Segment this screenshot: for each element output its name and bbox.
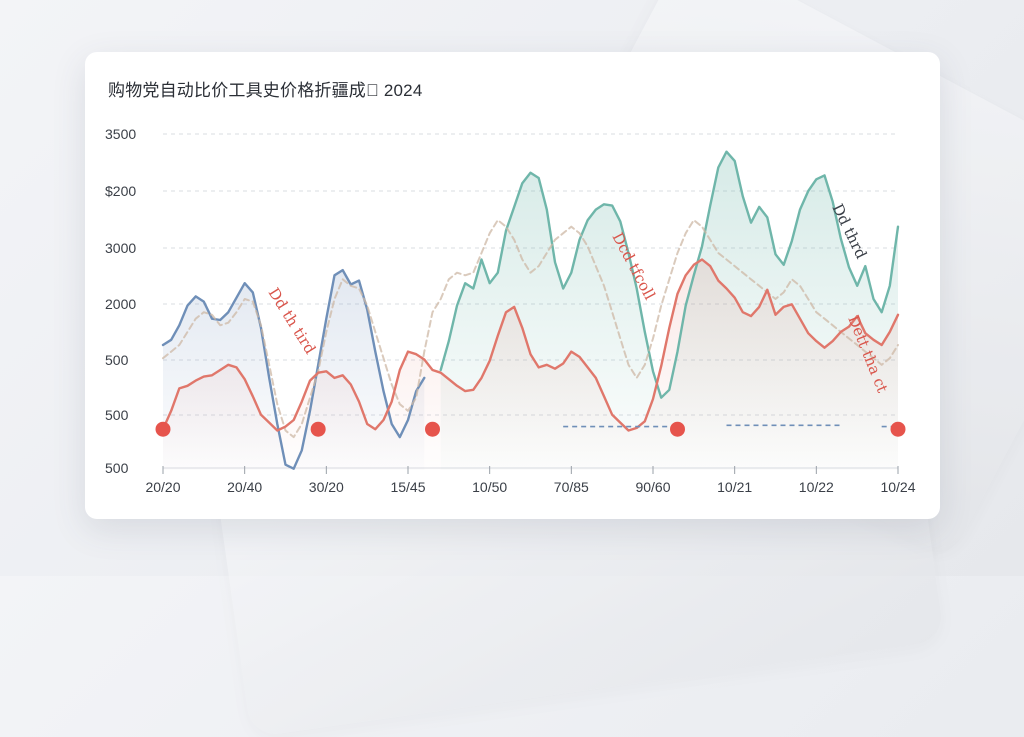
y-tick-label: 2000 [105,296,136,312]
x-tick-label: 70/85 [554,479,589,495]
y-tick-label: 500 [105,460,129,476]
x-tick-label: 10/22 [799,479,834,495]
series-lines [161,150,900,470]
series-line-teal [439,150,900,399]
y-tick-label: $200 [105,183,136,199]
x-axis-ticks: 20/20 20/40 30/20 15/45 10/50 70/85 90/60 10/21… [145,466,916,495]
series-areas [163,151,898,470]
low-point-markers [155,421,906,437]
x-tick-label: 10/50 [472,479,507,495]
y-axis-ticks: 3500 $200 3000 2000 500 500 500 [105,126,136,476]
x-tick-label: 90/60 [635,479,670,495]
low-point-marker [890,421,906,437]
x-tick-label: 20/40 [227,479,262,495]
low-point-marker [425,421,440,437]
series-area-red [163,259,898,470]
low-point-marker [155,421,171,437]
series-line-beige [162,219,899,439]
y-tick-label: 500 [105,352,129,368]
chart-title: 购物党自动比价工具史价格折疆成  2024 [108,81,423,100]
x-tick-label: 10/21 [717,479,752,495]
y-tick-label: 500 [105,407,129,423]
x-tick-label: 10/24 [880,479,915,495]
y-tick-label: 3000 [105,240,136,256]
series-line-red [161,258,900,432]
annotation-label: Dd th tird [265,285,320,358]
x-tick-label: 20/20 [145,479,180,495]
low-point-marker [310,421,326,437]
y-tick-label: 3500 [105,126,136,142]
line-chart: 3500 $200 3000 2000 500 500 500 20/20 20/40 30/2… [105,126,916,495]
x-tick-label: 15/45 [390,479,425,495]
low-point-marker [670,421,685,437]
series-line-blue [161,268,426,470]
x-tick-label: 30/20 [309,479,344,495]
